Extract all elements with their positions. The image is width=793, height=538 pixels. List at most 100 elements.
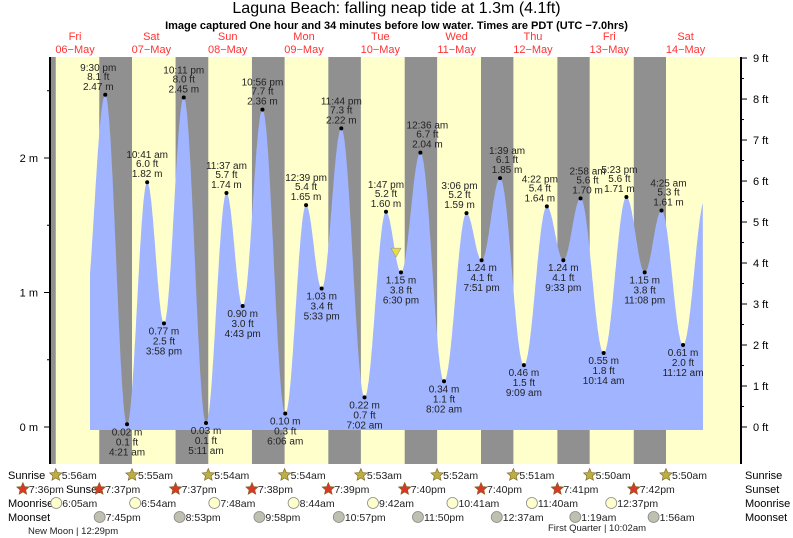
tide-label-ft: 5.2 ft xyxy=(375,189,397,200)
tide-label-time: 9:33 pm xyxy=(545,283,581,294)
tide-point-high xyxy=(383,209,388,214)
tide-label-time: 4:25 am xyxy=(650,178,686,189)
sunset-time: 7:37pm xyxy=(182,484,217,496)
tide-point-high xyxy=(304,203,309,208)
moonset-moon-icon xyxy=(173,511,186,523)
sunset-star-icon xyxy=(626,481,641,495)
date-label: 09−May xyxy=(284,44,324,56)
tide-label-time: 11:44 pm xyxy=(321,96,362,107)
moonset-time: 8:53pm xyxy=(186,512,221,524)
right-tick-label: 4 ft xyxy=(753,258,768,270)
moonrise-moon-icon xyxy=(526,497,538,509)
tide-label-ft: 4.1 ft xyxy=(470,273,492,284)
tide-label-m: 1.70 m xyxy=(572,185,603,196)
tide-label-ft: 2.5 ft xyxy=(153,336,175,347)
tide-label-m: 1.64 m xyxy=(525,193,556,204)
tide-point-low xyxy=(561,258,566,263)
tide-label-time: 7:02 am xyxy=(346,420,382,431)
tide-label-ft: 3.0 ft xyxy=(232,319,254,330)
tide-label-ft: 7.3 ft xyxy=(330,105,352,116)
day-of-week-label: Fri xyxy=(603,31,616,43)
tide-area xyxy=(90,94,703,431)
sunrise-time: 5:53am xyxy=(367,470,402,482)
moonrise-moon-icon xyxy=(50,497,63,509)
tide-point-high xyxy=(578,196,583,201)
tide-point-low xyxy=(240,303,245,308)
tide-point-high xyxy=(544,204,549,209)
moonrise-moon-icon xyxy=(129,497,142,509)
tide-label-m: 1.85 m xyxy=(492,165,523,176)
tide-label-m: 0.03 m xyxy=(191,426,222,437)
tide-label-ft: 0.3 ft xyxy=(274,427,296,438)
moonset-time: 7:45pm xyxy=(106,512,141,524)
sunset-star-icon xyxy=(245,481,259,495)
right-tick-label: 6 ft xyxy=(753,176,768,188)
tide-label-m: 1.15 m xyxy=(386,275,417,286)
sunset-time: 7:42pm xyxy=(640,484,675,496)
tide-point-low xyxy=(362,395,367,400)
tide-point-low xyxy=(479,258,484,263)
tide-point-high xyxy=(145,180,150,185)
tide-label-time: 12:39 pm xyxy=(285,173,327,184)
moonrise-time: 8:44am xyxy=(300,498,335,510)
tide-point-high xyxy=(464,211,469,216)
tide-label-time: 11:08 pm xyxy=(624,295,665,306)
tide-label-m: 1.74 m xyxy=(211,180,242,191)
tide-label-ft: 3.4 ft xyxy=(311,301,333,312)
tide-label-time: 6:30 pm xyxy=(383,295,419,306)
sunrise-time: 5:50am xyxy=(672,470,707,482)
tide-label-m: 2.45 m xyxy=(168,84,199,95)
tide-label-m: 1.15 m xyxy=(629,275,660,286)
sunset-time: 7:38pm xyxy=(258,484,293,496)
tide-label-time: 6:06 am xyxy=(267,437,303,448)
tide-label-ft: 0.1 ft xyxy=(195,436,217,447)
moonset-moon-icon xyxy=(569,511,582,523)
tide-label-time: 2:58 am xyxy=(569,166,605,177)
moonrise-moon-icon xyxy=(367,497,379,509)
row-label-sunrise: Sunrise xyxy=(8,470,45,482)
moonset-time: 12:37am xyxy=(503,512,544,524)
tide-label-time: 8:02 am xyxy=(426,404,462,415)
tide-point-high xyxy=(103,92,108,97)
right-tick-label: 5 ft xyxy=(753,217,768,229)
sunset-time: 7:40pm xyxy=(411,484,446,496)
left-tick-label: 0 m xyxy=(20,422,38,434)
tide-label-time: 5:33 pm xyxy=(304,311,340,322)
right-tick-label: 2 ft xyxy=(753,340,768,352)
row-label-right-sunrise: Sunrise xyxy=(745,470,782,482)
tide-label-m: 0.10 m xyxy=(270,417,301,428)
date-label: 13−May xyxy=(590,44,630,56)
sunset-star-icon xyxy=(92,481,107,495)
moonrise-time: 6:54am xyxy=(141,498,176,510)
sunset-time: 7:40pm xyxy=(487,484,522,496)
sunrise-time: 5:51am xyxy=(519,470,554,482)
tide-label-ft: 5.4 ft xyxy=(529,183,551,194)
sunrise-star-icon xyxy=(582,467,597,481)
day-of-week-label: Tue xyxy=(371,31,390,43)
tide-label-time: 10:56 pm xyxy=(242,78,284,89)
tide-point-low xyxy=(161,321,166,326)
sunset-star-icon xyxy=(474,481,488,495)
chart-subtitle: Image captured One hour and 34 minutes b… xyxy=(165,20,628,32)
sunset-star-icon xyxy=(15,481,30,495)
right-tick-label: 3 ft xyxy=(753,299,768,311)
tide-label-time: 11:12 am xyxy=(663,368,704,379)
tide-label-time: 11:37 am xyxy=(206,161,247,172)
tide-point-high xyxy=(624,195,629,200)
tide-label-m: 0.22 m xyxy=(349,400,380,411)
moonset-moon-icon xyxy=(412,511,424,523)
left-tick-label: 2 m xyxy=(20,153,38,165)
tide-point-low xyxy=(642,270,647,275)
tide-label-m: 1.03 m xyxy=(306,291,337,302)
right-tick-label: 9 ft xyxy=(753,53,768,65)
tide-label-time: 10:41 am xyxy=(126,150,168,161)
tide-point-low xyxy=(681,342,686,347)
sunrise-star-icon xyxy=(277,467,292,481)
moon-phase-first-quarter: First Quarter | 10:02am xyxy=(548,523,646,534)
tide-label-ft: 0.1 ft xyxy=(116,437,138,448)
tide-label-ft: 1.5 ft xyxy=(513,378,535,389)
sunrise-star-icon xyxy=(430,467,445,481)
date-label: 12−May xyxy=(513,44,553,56)
row-label-right-sunset: Sunset xyxy=(745,484,779,496)
tide-label-ft: 6.7 ft xyxy=(416,130,438,141)
